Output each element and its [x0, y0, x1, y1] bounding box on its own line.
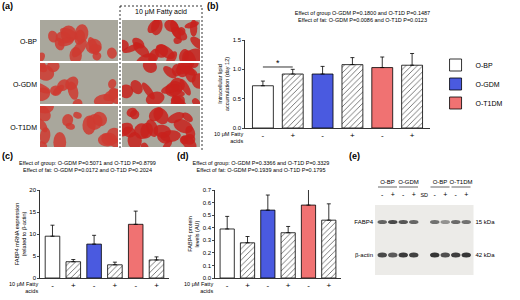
svg-text:Intracellular lipidaccumulatio: Intracellular lipidaccumulation (day 12)	[217, 57, 230, 111]
svg-text:0.5: 0.5	[233, 96, 242, 102]
svg-text:20: 20	[29, 187, 36, 193]
svg-text:-: -	[262, 131, 265, 140]
svg-text:+: +	[391, 191, 395, 198]
svg-text:+: +	[350, 131, 355, 140]
svg-text:0.5: 0.5	[203, 212, 212, 218]
svg-text:0.3: 0.3	[203, 237, 212, 243]
svg-text:1.0: 1.0	[233, 66, 242, 72]
svg-text:+: +	[412, 191, 416, 198]
html-text:(e): (e)	[349, 151, 360, 161]
svg-text:0.0: 0.0	[203, 275, 212, 281]
svg-text:+: +	[245, 281, 250, 290]
svg-text:-: -	[51, 281, 54, 290]
svg-text:O-BP: O-BP	[380, 179, 395, 185]
svg-text:5: 5	[33, 253, 37, 259]
svg-text:-: -	[455, 191, 458, 198]
svg-text:+: +	[410, 131, 415, 140]
svg-text:+: +	[286, 281, 291, 290]
svg-text:Effect of group: O-GDM P=0.507: Effect of group: O-GDM P=0.5071 and O-T1…	[19, 160, 156, 173]
svg-text:+: +	[443, 191, 447, 198]
svg-text:O-BP: O-BP	[433, 179, 448, 185]
svg-text:+: +	[71, 281, 76, 290]
svg-text:O-BP: O-BP	[20, 38, 37, 45]
svg-text:FABP4 mRNA expression(related: FABP4 mRNA expression(related to β-actin…	[14, 203, 27, 266]
svg-text:-: -	[307, 281, 310, 290]
svg-text:O-GDM: O-GDM	[13, 81, 37, 88]
svg-text:O-GDM: O-GDM	[476, 81, 500, 88]
svg-text:β-actin: β-actin	[355, 252, 373, 258]
svg-text:FABP4 proteinlevels (AU): FABP4 proteinlevels (AU)	[187, 216, 200, 251]
svg-text:*: *	[276, 58, 280, 68]
svg-text:O-GDM: O-GDM	[398, 179, 419, 185]
svg-text:+: +	[154, 281, 159, 290]
svg-text:O-T1DM: O-T1DM	[476, 100, 503, 107]
svg-text:-: -	[434, 191, 437, 198]
svg-text:+: +	[113, 281, 118, 290]
svg-text:+: +	[326, 281, 331, 290]
svg-text:Effect of group: O-GDM P=0.336: Effect of group: O-GDM P=0.3366 and O-T1…	[193, 160, 330, 173]
svg-text:O-T1DM: O-T1DM	[450, 179, 473, 185]
svg-text:SD: SD	[420, 192, 428, 198]
svg-text:10: 10	[29, 231, 36, 237]
svg-text:Effect of group O-GDM P=0.1800: Effect of group O-GDM P=0.1800 and O-T1D…	[295, 10, 430, 23]
html-text:(b): (b)	[207, 1, 219, 11]
svg-text:15 kDa: 15 kDa	[476, 219, 496, 225]
svg-text:10 μM Fatty acid: 10 μM Fatty acid	[135, 8, 187, 16]
svg-text:10 μM Fattyacids: 10 μM Fattyacids	[214, 131, 243, 144]
svg-text:FABP4: FABP4	[354, 219, 373, 225]
svg-text:O-T1DM: O-T1DM	[10, 124, 37, 131]
svg-text:0.6: 0.6	[203, 200, 212, 206]
html-text:(a): (a)	[2, 1, 13, 11]
svg-text:-: -	[267, 281, 270, 290]
svg-text:0: 0	[33, 275, 37, 281]
svg-text:10 μM Fattyacids: 10 μM Fattyacids	[184, 281, 213, 294]
svg-text:0.2: 0.2	[203, 250, 212, 256]
svg-text:42 kDa: 42 kDa	[476, 252, 496, 258]
svg-text:-: -	[93, 281, 96, 290]
svg-text:0.4: 0.4	[203, 225, 212, 231]
html-text:(d): (d)	[177, 151, 189, 161]
svg-text:0.1: 0.1	[203, 263, 212, 269]
svg-text:0.0: 0.0	[233, 125, 242, 131]
svg-text:+: +	[464, 191, 468, 198]
svg-text:15: 15	[29, 209, 36, 215]
svg-text:-: -	[402, 191, 405, 198]
svg-text:-: -	[134, 281, 137, 290]
svg-text:10 μM Fattyacids: 10 μM Fattyacids	[9, 281, 38, 294]
svg-text:0.7: 0.7	[203, 187, 212, 193]
svg-text:-: -	[321, 131, 324, 140]
svg-text:-: -	[381, 131, 384, 140]
html-text:(c): (c)	[2, 151, 13, 161]
svg-text:-: -	[226, 281, 229, 290]
svg-text:O-BP: O-BP	[476, 62, 493, 69]
svg-text:-: -	[381, 191, 384, 198]
svg-text:+: +	[290, 131, 295, 140]
svg-text:1.5: 1.5	[233, 37, 242, 43]
